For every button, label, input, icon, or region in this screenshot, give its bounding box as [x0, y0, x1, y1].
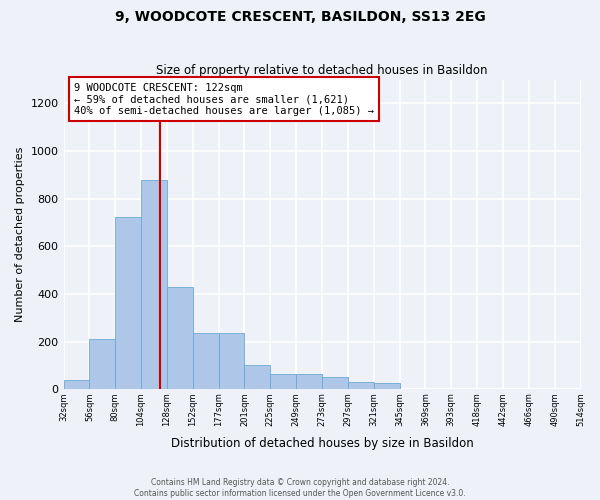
Bar — [141, 180, 167, 389]
Title: Size of property relative to detached houses in Basildon: Size of property relative to detached ho… — [156, 64, 488, 77]
Bar — [167, 287, 193, 389]
Bar — [244, 366, 271, 389]
X-axis label: Distribution of detached houses by size in Basildon: Distribution of detached houses by size … — [170, 437, 473, 450]
Bar — [271, 374, 296, 389]
Text: 9, WOODCOTE CRESCENT, BASILDON, SS13 2EG: 9, WOODCOTE CRESCENT, BASILDON, SS13 2EG — [115, 10, 485, 24]
Text: 9 WOODCOTE CRESCENT: 122sqm
← 59% of detached houses are smaller (1,621)
40% of : 9 WOODCOTE CRESCENT: 122sqm ← 59% of det… — [74, 82, 374, 116]
Bar — [64, 380, 89, 389]
Bar — [322, 378, 348, 389]
Bar — [115, 216, 141, 389]
Y-axis label: Number of detached properties: Number of detached properties — [15, 146, 25, 322]
Bar — [296, 374, 322, 389]
Bar — [89, 339, 115, 389]
Bar — [218, 334, 244, 389]
Bar — [348, 382, 374, 389]
Bar — [193, 334, 218, 389]
Text: Contains HM Land Registry data © Crown copyright and database right 2024.
Contai: Contains HM Land Registry data © Crown c… — [134, 478, 466, 498]
Bar — [374, 384, 400, 389]
